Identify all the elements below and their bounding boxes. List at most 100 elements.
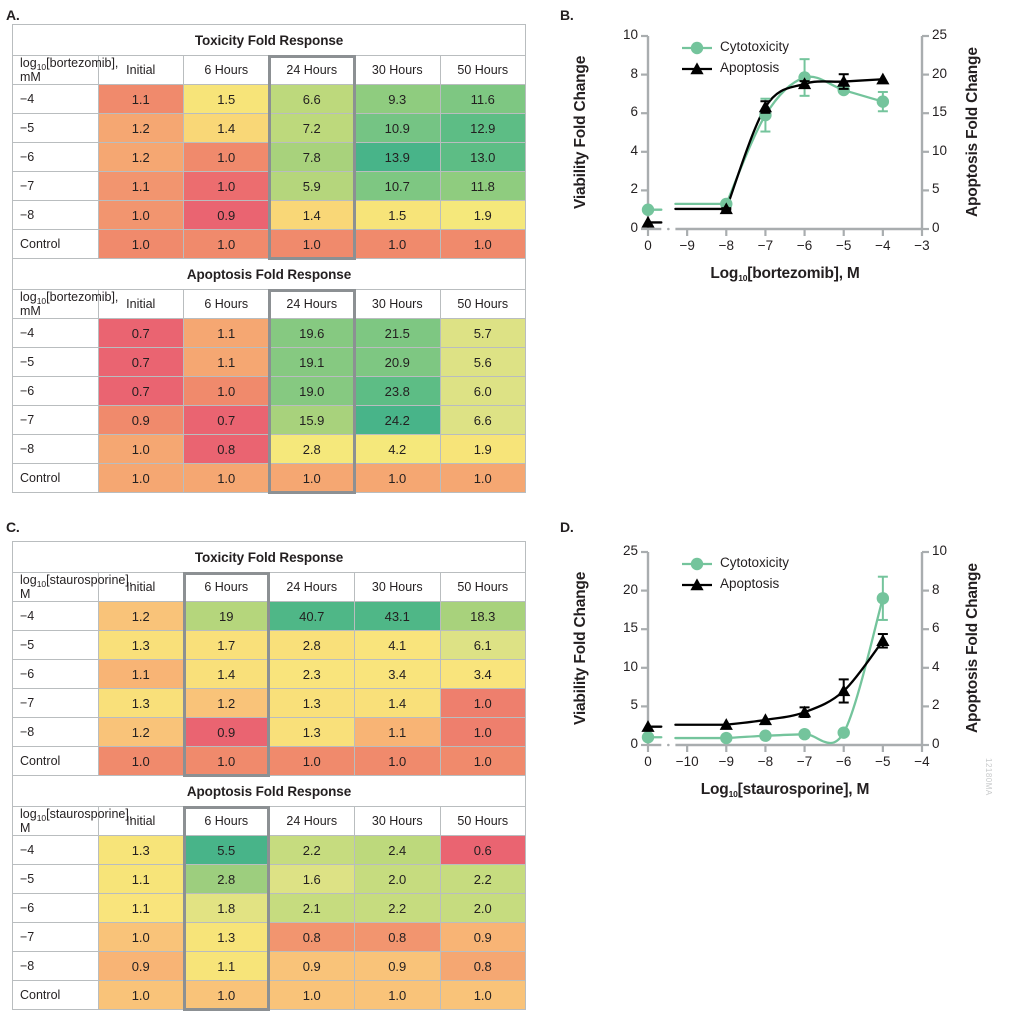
y-left-tick-label: 0 [630,220,638,235]
cell-value: 0.8 [439,951,526,981]
row-label: −4 [12,318,99,348]
cell-value: 1.2 [97,601,184,631]
row-label: −6 [12,659,99,689]
cell-value: 2.0 [354,864,441,894]
cell-value: 0.9 [183,200,270,230]
y-right-tick-label: 25 [932,27,948,42]
cell-value: 1.1 [97,659,184,689]
cell-value: 0.9 [97,951,184,981]
cell-value: 2.2 [439,864,526,894]
row-label: −7 [12,922,99,952]
column-header-1: Initial [97,289,184,319]
row-header-label: log10[staurosporine], M [12,806,132,836]
cell-value: 2.1 [268,893,355,923]
cell-value: 1.1 [97,893,184,923]
y-right-tick-label: 10 [932,142,948,158]
column-header-2: 6 Hours [183,572,270,602]
y-left-tick-label: 25 [622,543,638,558]
cell-value: 4.1 [354,630,441,660]
cell-value: 1.0 [439,980,526,1010]
cell-value: 20.9 [354,347,441,377]
cell-value: 0.8 [354,922,441,952]
cell-value: 13.0 [439,142,526,172]
cell-value: 1.3 [97,688,184,718]
table-row: −6 1.1 1.4 2.3 3.4 3.4 [12,659,526,689]
cell-value: 1.0 [439,717,526,747]
cell-value: 2.0 [439,893,526,923]
cell-value: 1.2 [97,142,184,172]
column-header-4: 30 Hours [354,572,441,602]
cell-value: 19 [183,601,270,631]
table-row: −6 1.1 1.8 2.1 2.2 2.0 [12,893,526,923]
cell-value: 1.3 [97,630,184,660]
cell-value: 1.0 [354,980,441,1010]
panel-label-d: D. [560,519,574,535]
row-label: −8 [12,951,99,981]
table-row: −8 1.0 0.8 2.8 4.2 1.9 [12,434,526,464]
cell-value: 0.9 [439,922,526,952]
cell-value: 1.3 [268,688,355,718]
cell-value: 2.8 [268,434,355,464]
cell-value: 1.0 [183,746,270,776]
table-row: −4 0.7 1.1 19.6 21.5 5.7 [12,318,526,348]
cell-value: 15.9 [268,405,355,435]
cell-value: 1.8 [183,893,270,923]
table-row: −8 1.2 0.9 1.3 1.1 1.0 [12,717,526,747]
table-c: Toxicity Fold Response log10[staurosporin… [12,541,526,1010]
cell-value: 1.0 [354,229,441,259]
cell-value: 1.5 [354,200,441,230]
column-header-1: Initial [97,572,184,602]
row-header-label: log10[bortezomib], mM [12,289,118,319]
cell-value: 1.0 [268,980,355,1010]
y-left-tick-label: 15 [622,620,638,636]
cell-value: 7.8 [268,142,355,172]
y-right-tick-label: 6 [932,620,940,636]
cell-value: 1.9 [439,200,526,230]
row-label: Control [12,463,99,493]
table-section-title-row: Apoptosis Fold Response [12,258,526,290]
row-label: −5 [12,864,99,894]
cell-value: 1.0 [97,463,184,493]
y-left-tick-label: 8 [630,65,638,81]
cell-value: 6.1 [439,630,526,660]
y-left-tick-label: 2 [630,181,638,197]
cell-value: 1.0 [97,434,184,464]
y-left-tick-label: 20 [622,581,638,597]
table-section-title-row: Toxicity Fold Response [12,541,526,573]
cell-value: 2.2 [354,893,441,923]
table-row: −7 0.9 0.7 15.9 24.2 6.6 [12,405,526,435]
x-tick-label: −5 [836,238,852,253]
table-row: Control 1.0 1.0 1.0 1.0 1.0 [12,980,526,1010]
y-left-tick-label: 4 [630,142,638,158]
y-left-tick-label: 6 [630,104,638,120]
cell-value: 12.9 [439,113,526,143]
row-label: −8 [12,717,99,747]
table-row: −7 1.1 1.0 5.9 10.7 11.8 [12,171,526,201]
cell-value: 2.3 [268,659,355,689]
row-label: −7 [12,688,99,718]
column-header-4: 30 Hours [354,289,441,319]
cell-value: 2.8 [183,864,270,894]
y-right-tick-label: 20 [932,65,948,81]
cell-value: 1.0 [268,463,355,493]
table-section-title-row: Apoptosis Fold Response [12,775,526,807]
cell-value: 1.0 [354,463,441,493]
section-title: Toxicity Fold Response [12,24,526,56]
row-label: −5 [12,347,99,377]
cell-value: 9.3 [354,84,441,114]
cell-value: 1.1 [183,347,270,377]
row-label: −8 [12,200,99,230]
x-tick-label: −4 [875,238,891,253]
cell-value: 18.3 [439,601,526,631]
column-header-3: 24 Hours [268,289,355,319]
cell-value: 6.0 [439,376,526,406]
table-row: −7 1.0 1.3 0.8 0.8 0.9 [12,922,526,952]
cell-value: 5.6 [439,347,526,377]
y-axis-title-left: Viability Fold Change [572,55,589,210]
section-title: Apoptosis Fold Response [12,258,526,290]
cell-value: 1.9 [439,434,526,464]
cell-value: 10.9 [354,113,441,143]
x-tick-label: 0 [644,238,652,253]
y-right-tick-label: 15 [932,104,948,120]
row-label: −4 [12,601,99,631]
